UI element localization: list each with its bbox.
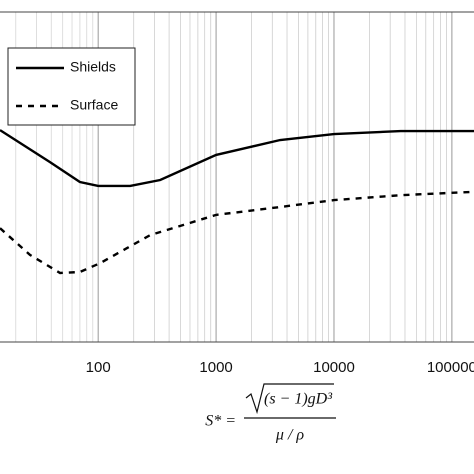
xlabel-numerator: (s − 1)gD³ [264,391,332,408]
series-line [0,190,474,275]
legend-label: Surface [70,97,118,113]
legend: Shields Surface [16,59,118,113]
legend-box [7,47,136,126]
legend-label: Shields [70,59,116,75]
lines [0,129,474,275]
series-line [0,129,474,188]
x-tick-label: 100000 [427,359,474,376]
x-tick-label: 1000 [199,359,232,376]
plot-frame [0,11,474,343]
x-ticks: 100 1000 10000 100000 [86,359,474,376]
x-tick-label: 10000 [313,359,355,376]
xlabel-lhs: S* = [205,413,236,430]
xlabel-denominator: μ / ρ [275,427,304,444]
x-tick-label: 100 [86,359,111,376]
sqrt-sign [245,383,334,415]
